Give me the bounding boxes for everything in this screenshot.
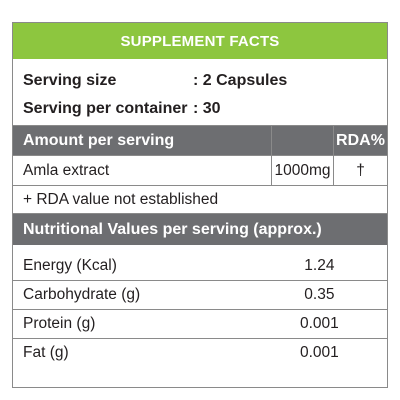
nutrition-header: Nutritional Values per serving (approx.) xyxy=(13,213,387,245)
serving-size-label: Serving size xyxy=(23,72,117,89)
nutrient-name: Carbohydrate (g) xyxy=(23,286,141,303)
serving-size-row: Serving size : 2 Capsules xyxy=(23,67,377,95)
nutrient-name: Fat (g) xyxy=(23,344,69,361)
amount-table-header: Amount per serving RDA% xyxy=(13,125,387,155)
footnote-row: + RDA value not established xyxy=(13,185,387,213)
table-row: Fat (g) 0.001 xyxy=(13,338,387,367)
serving-info: Serving size : 2 Capsules Serving per co… xyxy=(13,59,387,125)
table-row: Protein (g) 0.001 xyxy=(13,309,387,338)
rda-footnote: + RDA value not established xyxy=(23,190,219,208)
rda-header-label: RDA% xyxy=(333,126,387,155)
servings-per-container-value: : 30 xyxy=(193,100,221,117)
ingredient-rda: † xyxy=(333,156,387,185)
nutrient-value: 1.24 xyxy=(304,256,335,274)
amount-header-label: Amount per serving xyxy=(23,131,175,149)
nutrient-value: 0.35 xyxy=(304,286,335,303)
nutrition-header-label: Nutritional Values per serving (approx.) xyxy=(23,220,322,238)
servings-per-container-row: Serving per container : 30 xyxy=(23,95,377,123)
ingredient-name: Amla extract xyxy=(23,161,110,179)
supplement-facts-panel: SUPPLEMENT FACTS Serving size : 2 Capsul… xyxy=(12,22,388,388)
serving-size-value: : 2 Capsules xyxy=(193,72,288,89)
ingredient-amount: 1000mg xyxy=(271,156,333,185)
nutrient-value: 0.001 xyxy=(299,344,339,361)
servings-per-container-label: Serving per container xyxy=(23,100,188,117)
table-row: Energy (Kcal) 1.24 xyxy=(13,251,387,280)
table-row: Amla extract 1000mg † xyxy=(13,155,387,185)
amount-header-blank xyxy=(271,126,333,155)
nutrient-value: 0.001 xyxy=(299,315,339,332)
panel-title: SUPPLEMENT FACTS xyxy=(13,23,387,59)
nutrient-name: Protein (g) xyxy=(23,315,96,332)
nutrient-name: Energy (Kcal) xyxy=(23,256,117,274)
table-row: Carbohydrate (g) 0.35 xyxy=(13,280,387,309)
